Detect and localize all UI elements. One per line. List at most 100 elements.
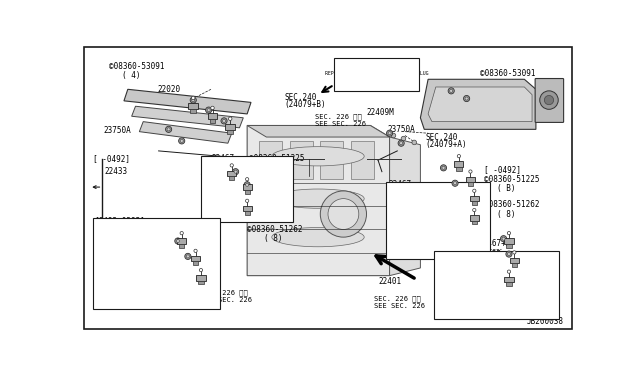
Circle shape [180, 140, 183, 142]
FancyBboxPatch shape [535, 78, 564, 122]
Text: 22435: 22435 [159, 267, 182, 276]
Bar [198, 280, 204, 285]
Text: 22467: 22467 [388, 180, 411, 189]
Circle shape [175, 238, 181, 244]
Circle shape [457, 154, 461, 158]
Bar [229, 176, 234, 180]
Bar [225, 124, 235, 130]
Bar [468, 182, 473, 186]
Circle shape [473, 189, 476, 192]
Circle shape [401, 136, 406, 141]
Bar [244, 211, 250, 215]
Text: 22468+A: 22468+A [459, 270, 492, 279]
Text: 22465: 22465 [205, 188, 228, 197]
Ellipse shape [272, 147, 364, 166]
Bar [512, 263, 517, 267]
Circle shape [465, 97, 468, 100]
Circle shape [244, 182, 250, 188]
Circle shape [328, 199, 359, 230]
Circle shape [234, 170, 237, 173]
Text: ©08360-51225: ©08360-51225 [250, 154, 305, 163]
Polygon shape [289, 141, 312, 179]
Circle shape [450, 89, 452, 92]
Circle shape [207, 109, 210, 112]
Circle shape [232, 169, 239, 175]
Text: ( 4): ( 4) [122, 71, 140, 80]
Bar [243, 185, 252, 190]
Circle shape [502, 237, 505, 240]
Text: (24079+B): (24079+B) [284, 100, 326, 109]
Text: FRONT: FRONT [338, 83, 363, 92]
Polygon shape [390, 137, 420, 276]
Circle shape [166, 126, 172, 132]
Circle shape [508, 253, 511, 256]
Text: SEE SEC. 226: SEE SEC. 226 [374, 304, 425, 310]
Bar [456, 167, 461, 170]
Text: ( B): ( B) [260, 162, 279, 171]
Text: 22433: 22433 [95, 240, 118, 249]
Bar [244, 190, 250, 194]
Circle shape [179, 138, 185, 144]
Circle shape [440, 165, 447, 171]
Text: (24079+A): (24079+A) [426, 140, 467, 149]
Bar [454, 161, 463, 167]
Text: SEC. 226 参照: SEC. 226 参照 [315, 113, 362, 119]
Circle shape [500, 235, 507, 242]
Circle shape [469, 170, 472, 173]
Text: 22467: 22467 [211, 154, 234, 163]
Bar [506, 244, 511, 247]
Bar [470, 196, 479, 201]
Text: SEC. 226 参照: SEC. 226 参照 [374, 295, 421, 302]
Text: 22468: 22468 [212, 170, 236, 179]
Ellipse shape [272, 189, 364, 208]
Text: 22468: 22468 [95, 254, 118, 263]
Bar [504, 277, 513, 282]
Circle shape [399, 142, 403, 145]
Text: 22020: 22020 [157, 85, 180, 94]
Text: 22435: 22435 [424, 188, 447, 197]
Text: 22465: 22465 [497, 277, 520, 286]
Ellipse shape [272, 228, 364, 247]
Bar [466, 177, 475, 182]
Bar [509, 258, 519, 263]
Bar [435, 251, 559, 319]
Circle shape [205, 107, 212, 113]
Circle shape [391, 133, 396, 138]
Text: ©08360-53091: ©08360-53091 [109, 62, 164, 71]
Circle shape [448, 88, 454, 94]
Polygon shape [132, 106, 243, 128]
Bar [227, 171, 236, 176]
Text: JB200038: JB200038 [527, 317, 564, 326]
Circle shape [223, 119, 225, 122]
Text: 22468+A: 22468+A [212, 179, 245, 188]
Bar [177, 238, 186, 244]
Circle shape [167, 128, 170, 131]
Bar [191, 256, 200, 261]
Text: 22465: 22465 [122, 279, 145, 288]
Circle shape [387, 130, 393, 136]
Text: 22433+A: 22433+A [424, 197, 456, 206]
Bar [201, 156, 293, 222]
Text: 22401: 22401 [378, 277, 401, 286]
Text: 22435: 22435 [250, 192, 273, 201]
Circle shape [473, 208, 476, 212]
Circle shape [540, 91, 558, 109]
Circle shape [513, 251, 516, 254]
Bar [207, 113, 218, 119]
Bar [188, 103, 198, 109]
Text: 22468: 22468 [459, 260, 482, 269]
Circle shape [412, 140, 417, 145]
Text: 22465: 22465 [420, 221, 444, 230]
Text: ( 4): ( 4) [497, 78, 516, 88]
Bar [210, 119, 215, 123]
Circle shape [192, 99, 195, 102]
Bar [93, 218, 220, 309]
Circle shape [191, 96, 195, 100]
Bar [472, 201, 477, 205]
Text: SEC. 226 参照: SEC. 226 参照 [201, 289, 248, 296]
Bar [504, 238, 513, 244]
Polygon shape [124, 89, 251, 114]
Bar [193, 261, 198, 265]
Text: 23750A: 23750A [103, 126, 131, 135]
Bar [196, 275, 205, 280]
